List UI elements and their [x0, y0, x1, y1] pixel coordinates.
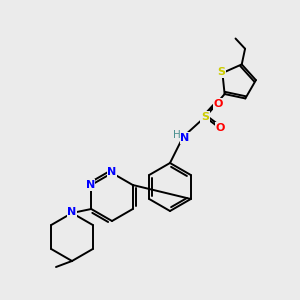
Text: H: H [173, 130, 181, 140]
Text: N: N [107, 167, 117, 177]
Text: N: N [68, 207, 76, 217]
Text: O: O [213, 99, 223, 109]
Text: S: S [218, 67, 225, 77]
Text: N: N [85, 180, 95, 190]
Text: N: N [180, 133, 190, 143]
Text: O: O [215, 123, 225, 133]
Text: S: S [201, 112, 209, 122]
